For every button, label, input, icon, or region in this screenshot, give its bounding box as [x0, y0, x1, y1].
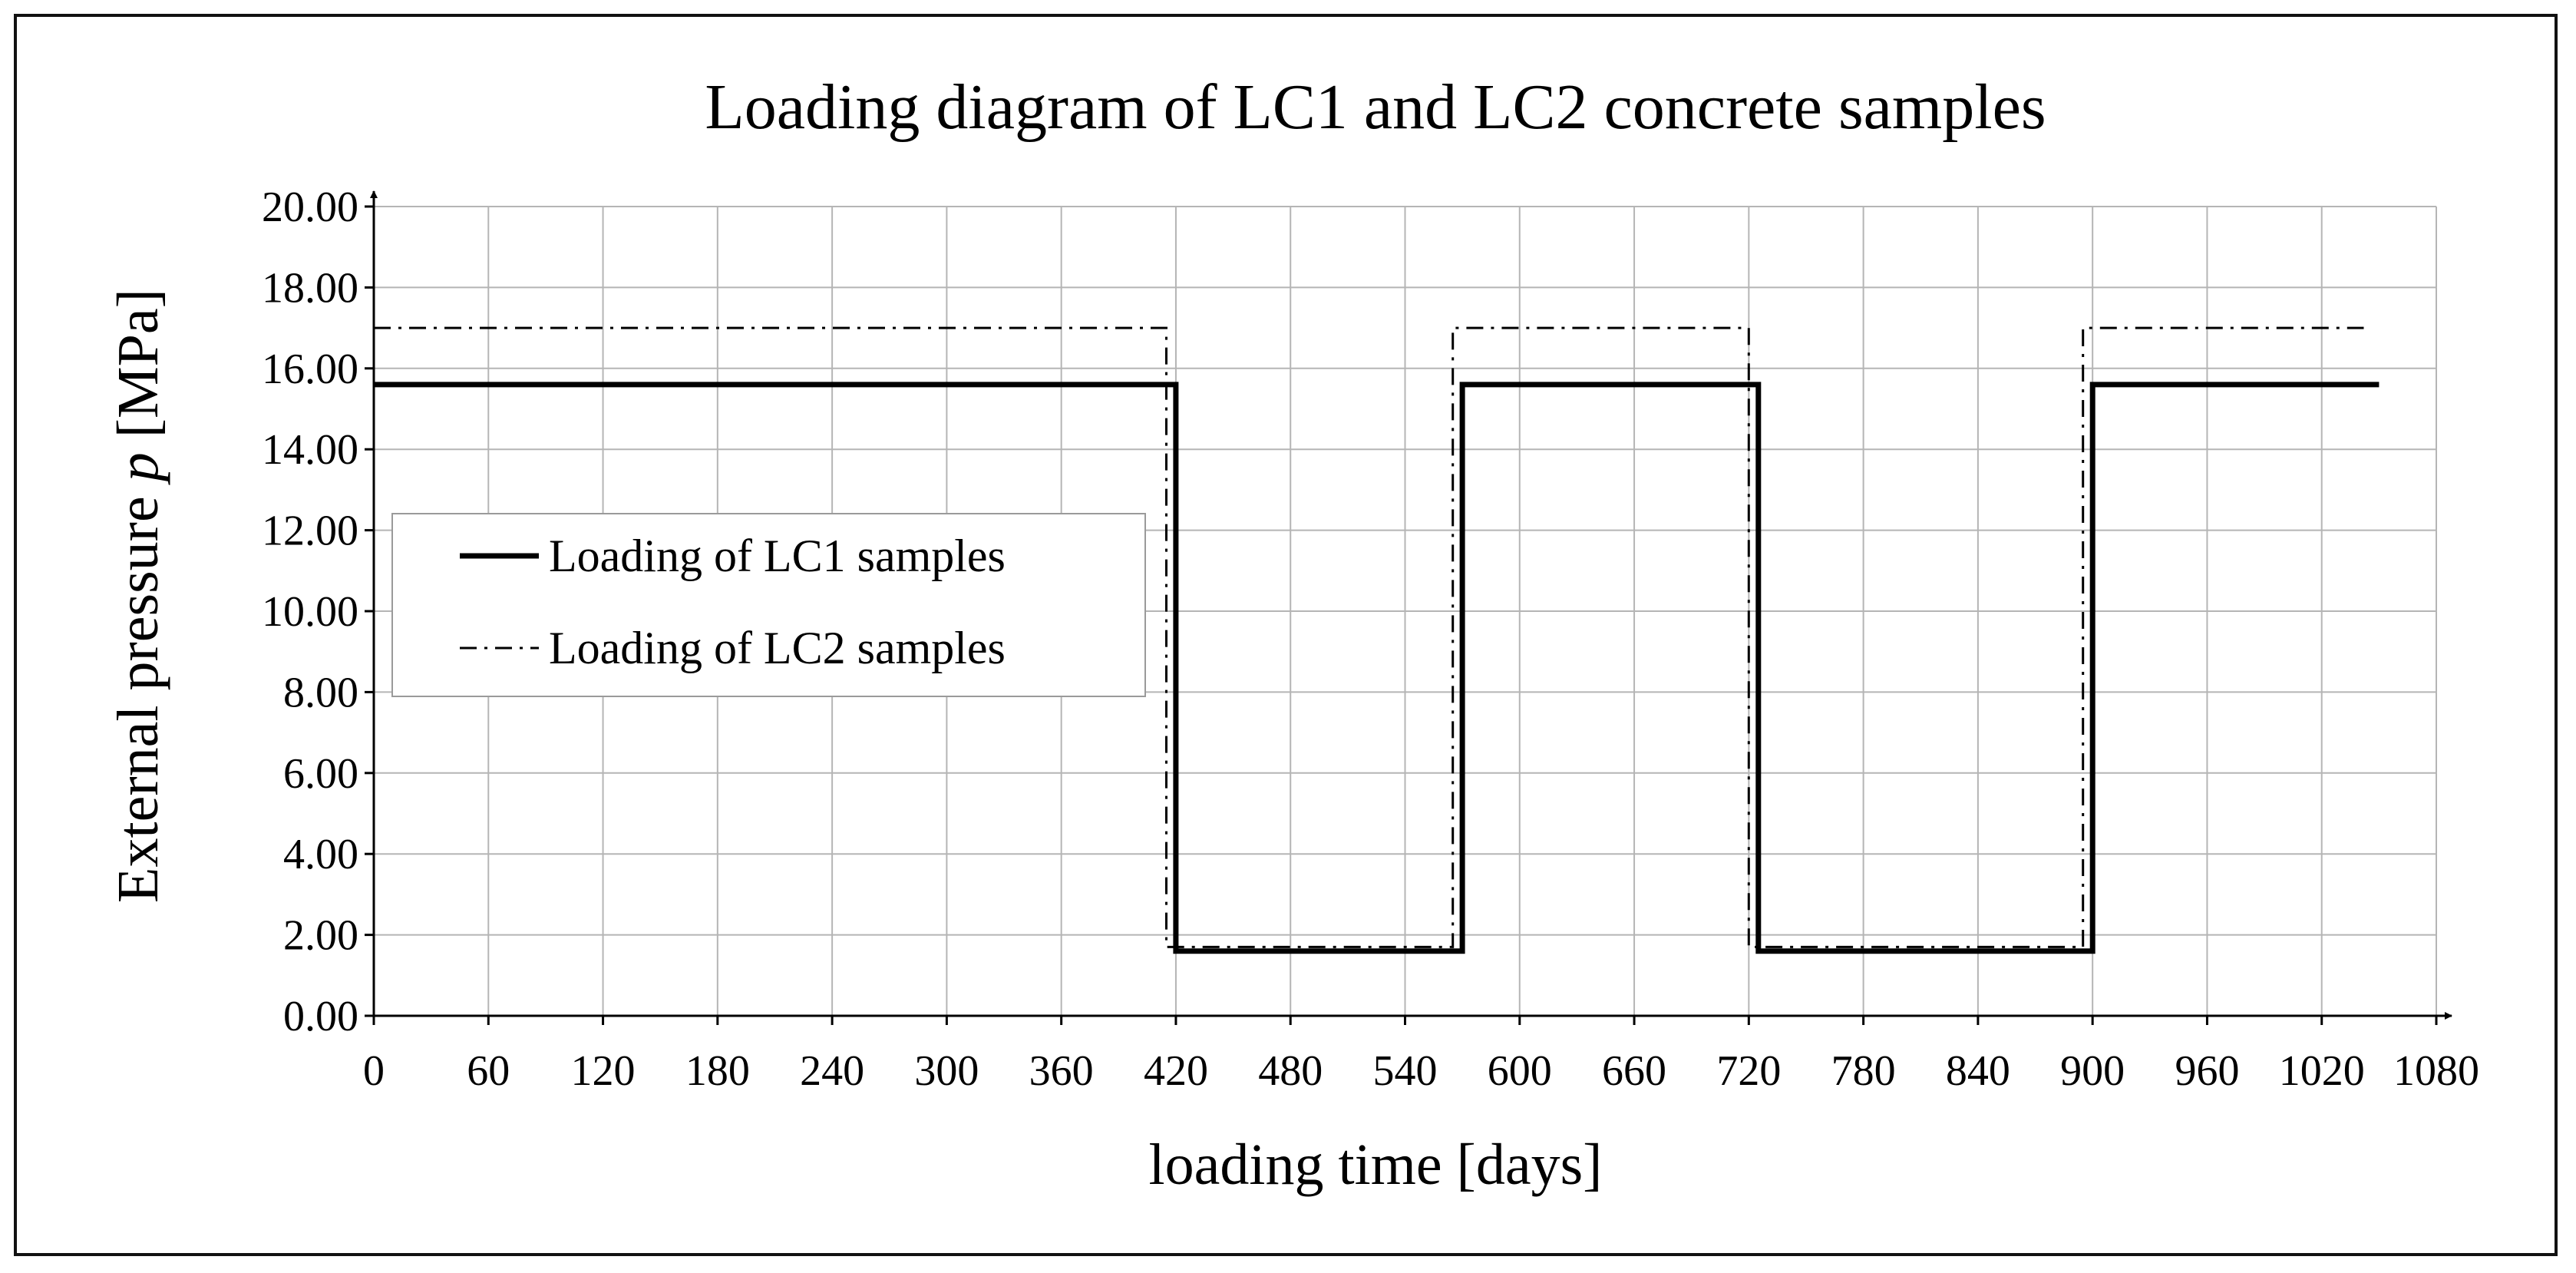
x-tick-label: 540: [1373, 1047, 1438, 1095]
x-tick-label: 900: [2060, 1047, 2125, 1095]
x-tick-label: 300: [914, 1047, 979, 1095]
y-axis-title-symbol: p: [106, 452, 170, 485]
y-tick-label: 10.00: [262, 588, 358, 636]
x-tick-label: 1020: [2279, 1047, 2365, 1095]
x-tick-label: 1080: [2393, 1047, 2479, 1095]
chart-title: Loading diagram of LC1 and LC2 concrete …: [705, 71, 2046, 143]
y-tick-label: 18.00: [262, 264, 358, 312]
x-tick-label: 420: [1144, 1047, 1208, 1095]
chart-canvas: 0 60 120 180 240 300 360 420 480 540 600 660 720 780 8…: [106, 71, 2479, 1197]
x-tick-label: 0: [363, 1047, 385, 1095]
y-axis-title-prefix: External pressure: [106, 481, 170, 903]
y-tick-label: 14.00: [262, 426, 358, 474]
y-tick-label: 0.00: [283, 993, 358, 1040]
y-tick-label: 6.00: [283, 750, 358, 798]
x-tick-label: 480: [1258, 1047, 1323, 1095]
x-tick-label: 180: [685, 1047, 750, 1095]
x-tick-label: 660: [1602, 1047, 1666, 1095]
y-tick-label: 4.00: [283, 831, 358, 878]
series-lines: [374, 326, 2379, 954]
tick-labels: 0 60 120 180 240 300 360 420 480 540 600 660 720 780 8…: [262, 184, 2479, 1095]
x-axis-title: loading time [days]: [1149, 1132, 1603, 1197]
x-tick-label: 600: [1488, 1047, 1552, 1095]
y-tick-label: 12.00: [262, 508, 358, 555]
legend-label-lc1: Loading of LC1 samples: [549, 531, 1006, 581]
x-tick-label: 60: [467, 1047, 510, 1095]
y-tick-label: 8.00: [283, 669, 358, 716]
y-tick-label: 16.00: [262, 346, 358, 393]
x-tick-label: 360: [1029, 1047, 1094, 1095]
y-axis-title-suffix: [MPa]: [106, 289, 170, 452]
x-tick-label: 960: [2175, 1047, 2239, 1095]
series-line-lc1: [374, 382, 2379, 954]
series-line-lc2: [374, 326, 2364, 948]
x-tick-label: 240: [800, 1047, 864, 1095]
x-tick-label: 840: [1946, 1047, 2010, 1095]
x-tick-label: 780: [1831, 1047, 1896, 1095]
chart-frame: 0 60 120 180 240 300 360 420 480 540 600 660 720 780 8…: [14, 14, 2558, 1256]
legend-box: [391, 513, 1146, 697]
y-tick-label: 20.00: [262, 184, 358, 231]
x-tick-label: 120: [571, 1047, 636, 1095]
legend-label-lc2: Loading of LC2 samples: [549, 623, 1006, 673]
y-axis-title: External pressure p [MPa]: [106, 289, 170, 903]
legend: Loading of LC1 samples Loading of LC2 sa…: [391, 513, 1146, 697]
x-tick-label: 720: [1716, 1047, 1781, 1095]
y-tick-label: 2.00: [283, 912, 358, 960]
